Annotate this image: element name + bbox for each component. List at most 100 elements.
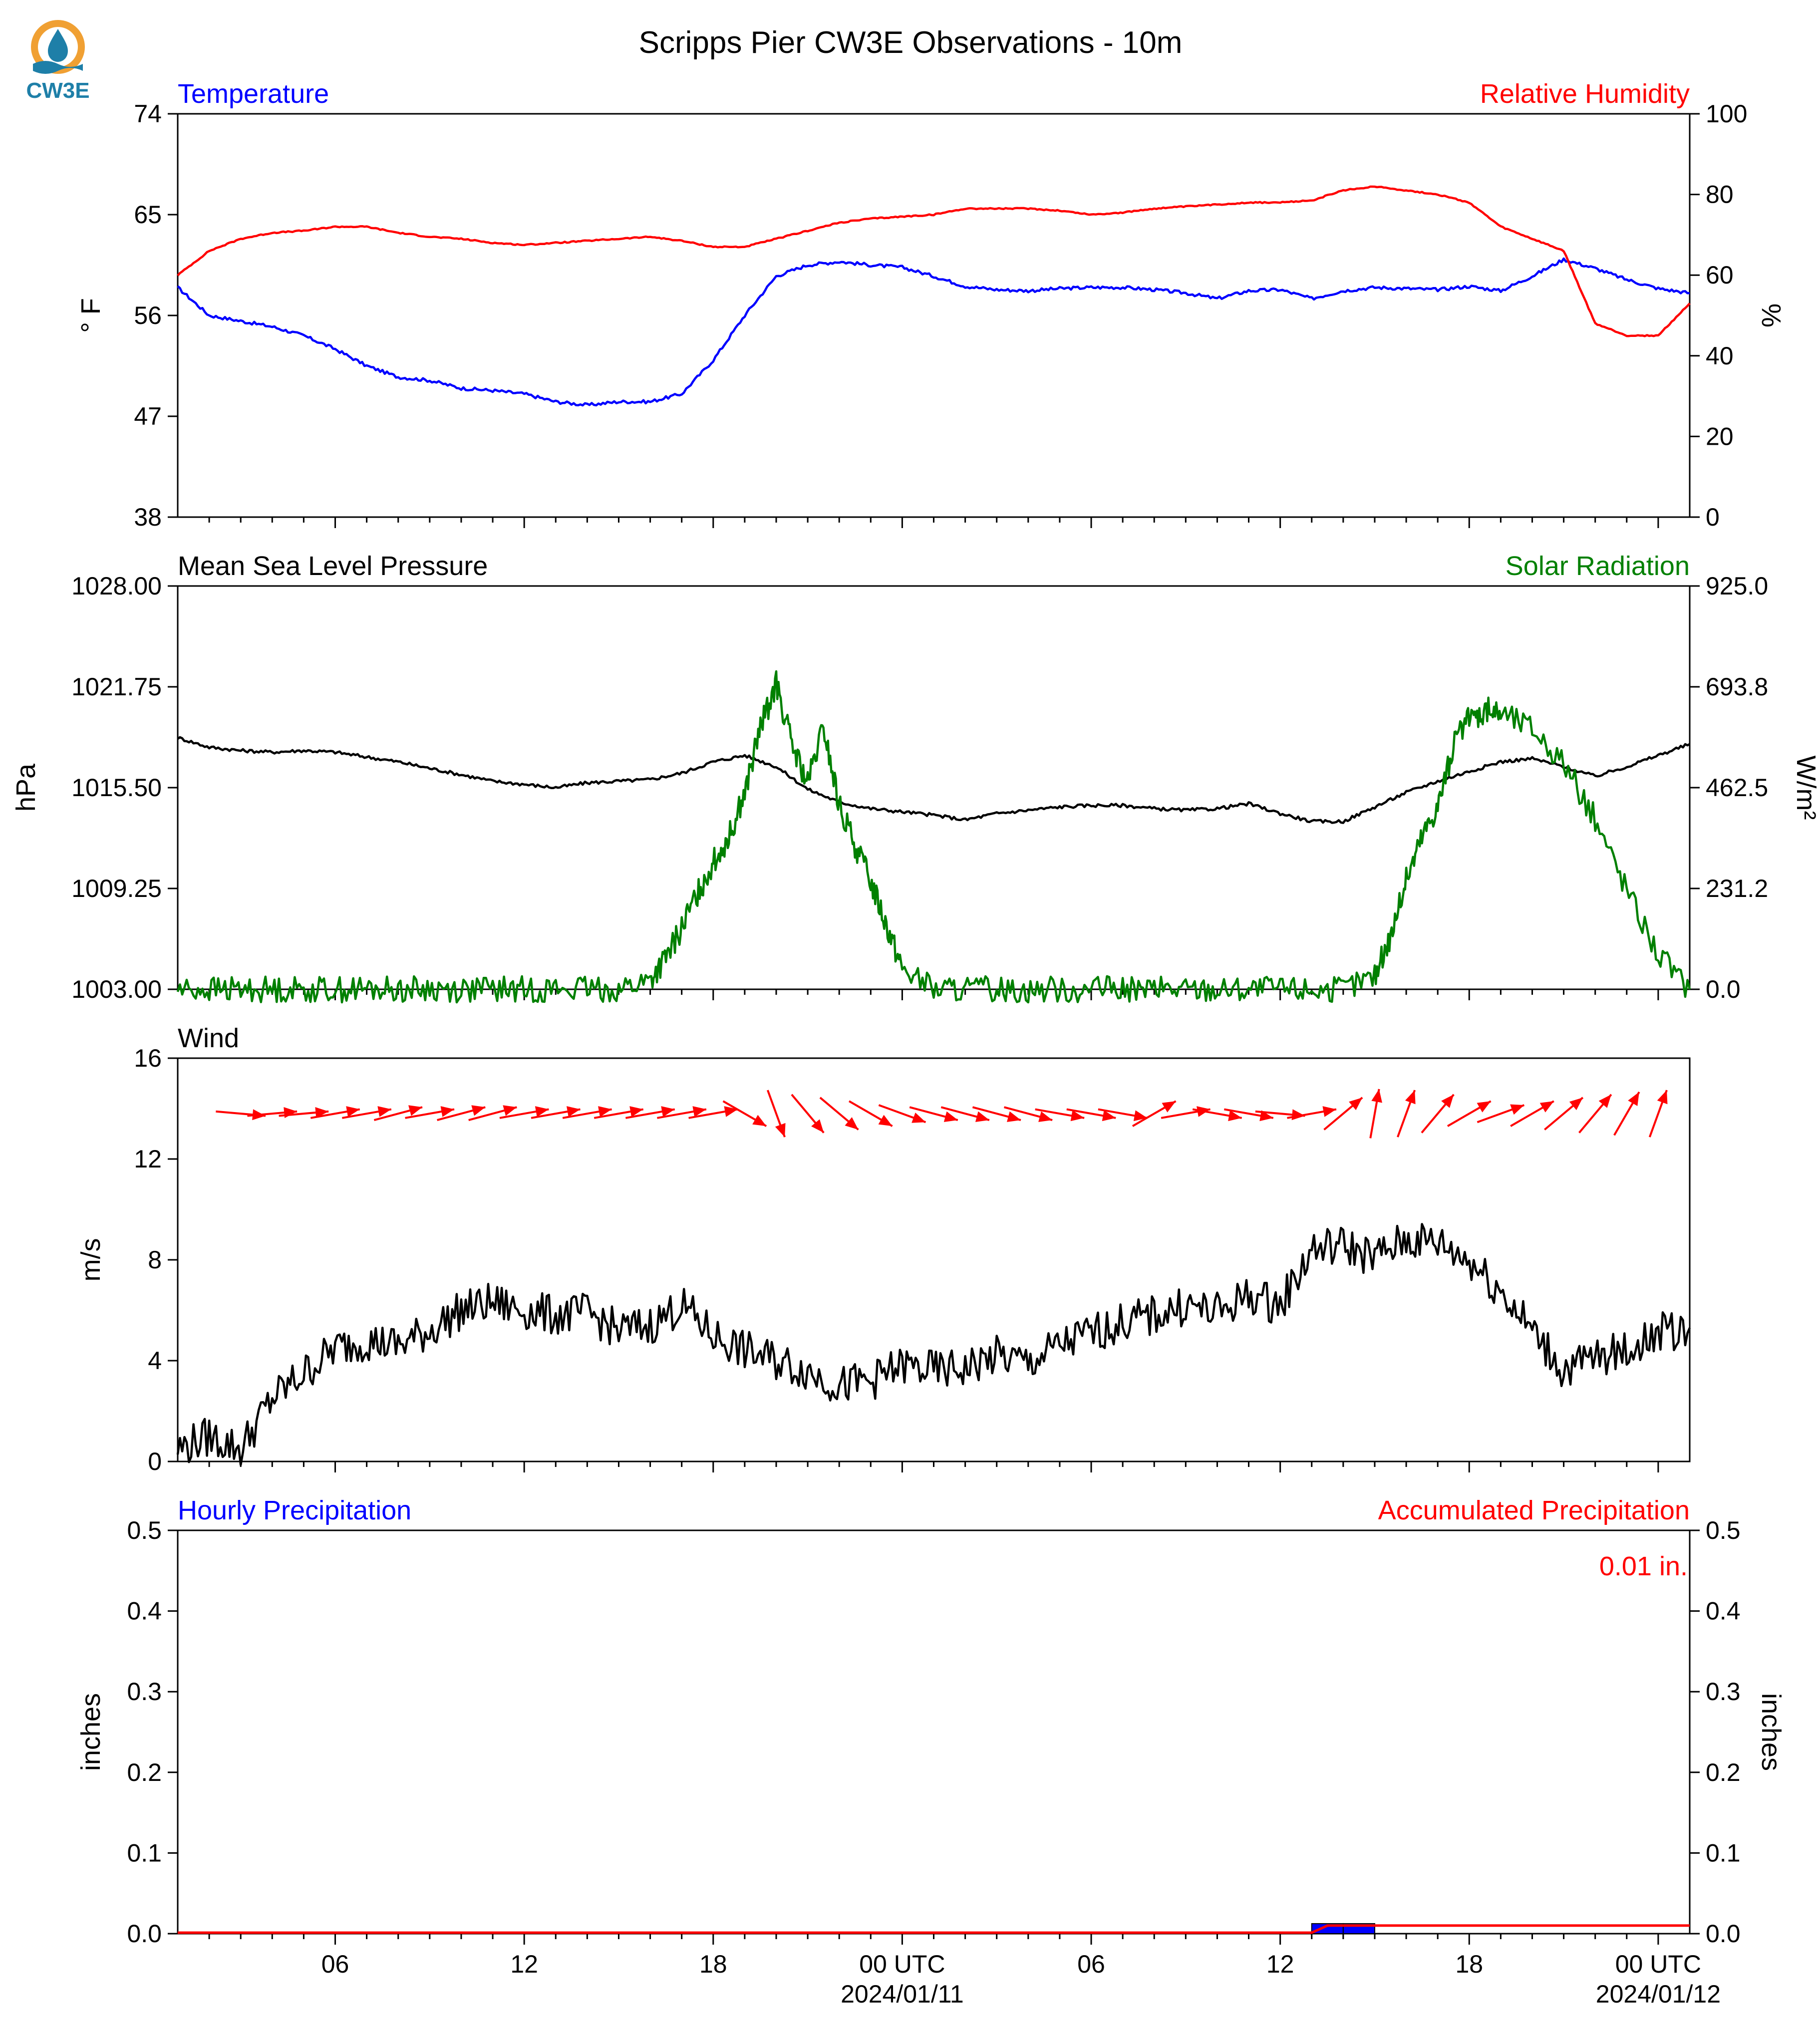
y-axis-label-left: inches [76,1693,106,1771]
y-tick-label-left: 1003.00 [71,975,162,1003]
wind-arrow-head [661,1106,675,1117]
y-tick-label-left: 56 [134,301,162,329]
wind-arrow-head [566,1106,581,1117]
y-tick-label-left: 4 [148,1347,162,1375]
y-axis-label-right: % [1756,303,1786,327]
wind-arrow-head [1371,1089,1382,1103]
wind-line [176,1223,1691,1466]
x-date-label: 2024/01/11 [841,1980,964,2008]
y-tick-label-right: 0.4 [1706,1597,1741,1625]
wind-arrow-head [503,1105,517,1116]
y-tick-label-right: 0.5 [1706,1516,1741,1544]
y-tick-label-left: 1015.50 [71,774,162,802]
wind-arrow-head [845,1117,859,1130]
y-tick-label-left: 74 [134,100,162,128]
panel-right-title: Solar Radiation [1506,551,1690,581]
y-tick-label-right: 0.1 [1706,1839,1741,1867]
y-tick-label-right: 0.0 [1706,975,1741,1003]
y-tick-label-right: 0.0 [1706,1920,1741,1948]
y-tick-label-right: 80 [1706,181,1734,209]
y-tick-label-right: 231.2 [1706,874,1768,902]
y-tick-label-right: 0 [1706,503,1720,531]
y-tick-label-right: 462.5 [1706,774,1768,802]
wind-arrow-head [535,1106,549,1117]
panel-2: Mean Sea Level Pressure Solar Radiation 10… [11,551,1820,1004]
wind-arrow-head [1628,1092,1639,1106]
cw3e-logo: CW3E [26,20,90,103]
wind-arrow-head [752,1115,767,1127]
wind-arrow-head [1007,1111,1021,1122]
y-axis-label-left: ° F [76,298,106,333]
wind-arrow-head [878,1115,893,1127]
logo-wave [33,61,83,74]
y-tick-label-left: 0.2 [127,1758,162,1786]
wind-arrow-head [1657,1090,1668,1105]
y-tick-label-left: 16 [134,1044,162,1072]
mean-sea-level-pressure-line [177,736,1691,824]
x-tick-label: 00 UTC [1615,1950,1701,1978]
plot-frame [177,113,1691,518]
x-tick-label: 18 [1455,1950,1483,1978]
y-tick-label-left: 47 [134,402,162,430]
wind-arrow-head [1441,1094,1454,1108]
accumulated-precip-line [178,1924,1690,1934]
wind-arrow-head [629,1106,643,1117]
wind-arrow-head [1598,1094,1611,1108]
accumulated-precip-label: 0.01 in. [1599,1551,1688,1581]
y-axis-label-left: m/s [76,1238,106,1282]
solar-radiation-line [176,670,1691,1004]
panel-1: Temperature Relative Humidity 38 47 56 65 74 0 2… [76,79,1786,531]
y-tick-label-left: 1028.00 [71,572,162,600]
x-tick-label: 18 [699,1950,727,1978]
y-tick-label-left: 12 [134,1145,162,1173]
wind-arrow-head [1477,1101,1491,1113]
page-title: Scripps Pier CW3E Observations - 10m [639,25,1183,60]
wind-arrow-head [975,1111,989,1122]
wind-arrow-head [1133,1110,1148,1122]
y-tick-label-right: 925.0 [1706,572,1768,600]
wind-arrow-head [943,1111,958,1122]
y-tick-label-left: 0.3 [127,1678,162,1706]
water-drop-sun-icon [48,29,68,62]
y-tick-label-left: 1021.75 [71,673,162,701]
wind-arrow-head [315,1107,329,1118]
x-tick-label: 06 [321,1950,349,1978]
x-date-label: 2024/01/12 [1596,1980,1721,2008]
y-tick-label-left: 1009.25 [71,874,162,902]
y-tick-label-right: 40 [1706,342,1734,370]
x-tick-label: 12 [510,1950,538,1978]
y-tick-label-right: 60 [1706,261,1734,289]
wind-arrow-head [377,1106,391,1117]
x-tick-label: 06 [1077,1950,1105,1978]
panel-left-title: Mean Sea Level Pressure [178,551,488,581]
panels: Temperature Relative Humidity 38 47 56 65 74 0 2… [11,79,1820,2008]
wind-arrow-head [408,1105,423,1116]
temperature-line [177,257,1690,407]
y-tick-label-right: 0.2 [1706,1758,1741,1786]
wind-arrow-head [1349,1097,1363,1111]
x-tick-label: 12 [1266,1950,1294,1978]
panel-3: Wind 0 4 8 12 16 m/s [76,1023,1691,1475]
wind-arrow-head [1510,1104,1524,1115]
wind-arrow-head [911,1112,926,1123]
wind-arrow-head [346,1106,360,1117]
wind-arrow-head [811,1119,824,1133]
wind-arrow-head [1102,1110,1116,1122]
wind-arrow-head [1539,1101,1554,1113]
y-tick-label-left: 0.1 [127,1839,162,1867]
y-tick-label-left: 65 [134,201,162,229]
wind-arrow-head [1405,1090,1416,1105]
panel-left-title: Temperature [178,79,329,109]
y-tick-label-left: 0 [148,1448,162,1475]
y-tick-label-left: 38 [134,503,162,531]
wind-arrow-head [1569,1097,1583,1111]
y-tick-label-right: 693.8 [1706,673,1768,701]
panel-4: Hourly Precipitation Accumulated Precipit… [76,1495,1786,2008]
y-tick-label-left: 0.4 [127,1597,162,1625]
x-tick-label: 00 UTC [859,1950,945,1978]
logo-text: CW3E [26,78,89,103]
y-tick-label-right: 100 [1706,100,1747,128]
y-tick-label-right: 20 [1706,422,1734,450]
wind-arrow-head [1322,1106,1336,1117]
